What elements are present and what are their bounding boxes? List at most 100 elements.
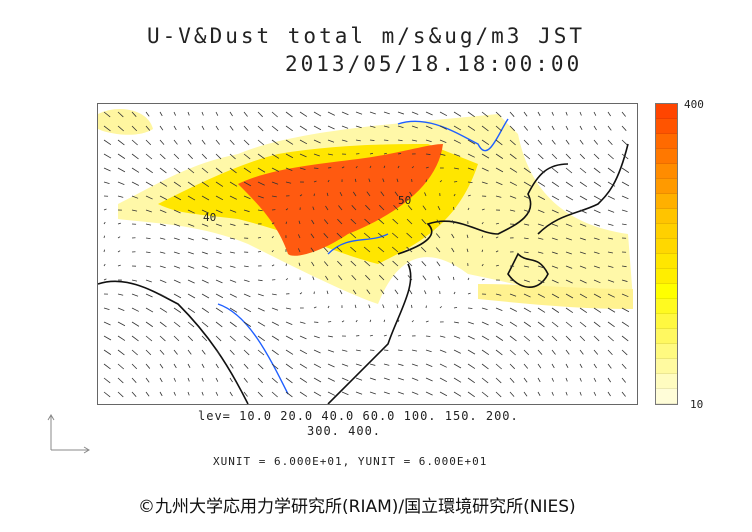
wind-arrow — [187, 195, 196, 201]
wind-arrow — [453, 391, 462, 397]
wind-arrow — [341, 363, 349, 367]
wind-arrow — [377, 232, 385, 239]
wind-arrow — [103, 278, 107, 281]
wind-arrow — [313, 363, 322, 369]
wind-arrow — [579, 307, 588, 314]
wind-arrow — [336, 232, 343, 239]
wind-arrow — [131, 293, 139, 297]
wind-arrow — [537, 181, 546, 187]
wind-arrow — [145, 349, 152, 356]
wind-arrow — [383, 391, 390, 395]
wind-arrow — [551, 153, 558, 160]
wind-arrow — [159, 363, 164, 369]
wind-arrow — [411, 391, 419, 395]
wind-arrow — [229, 363, 234, 369]
wind-arrow — [103, 221, 106, 225]
wind-arrow — [369, 319, 372, 323]
wind-arrow — [593, 307, 602, 313]
wind-arrow — [341, 349, 348, 352]
wind-arrow — [424, 192, 427, 197]
wind-arrow — [436, 219, 441, 225]
wind-arrow — [551, 125, 555, 131]
wind-arrow — [201, 363, 205, 369]
wind-arrow — [201, 139, 206, 145]
wind-arrow — [593, 251, 600, 254]
wind-arrow — [369, 377, 376, 381]
wind-arrow — [257, 209, 263, 212]
wind-arrow — [579, 125, 583, 131]
wind-arrow — [607, 251, 614, 254]
wind-arrow — [187, 321, 195, 328]
wind-arrow — [481, 363, 489, 370]
wind-arrow — [607, 111, 611, 117]
wind-arrow — [257, 139, 265, 146]
wind-arrow — [379, 204, 385, 211]
wind-arrow — [145, 391, 150, 397]
wind-arrow — [509, 335, 517, 342]
wind-arrow — [424, 290, 427, 295]
wind-arrow — [369, 165, 372, 169]
wind-arrow — [117, 377, 124, 384]
wind-arrow — [215, 195, 224, 201]
wind-arrow — [201, 209, 209, 214]
wind-arrow — [215, 237, 222, 241]
wind-arrow — [411, 111, 419, 115]
wind-arrow — [509, 111, 515, 117]
wind-arrow — [509, 209, 516, 212]
wind-arrow — [173, 223, 181, 227]
wind-arrow — [451, 233, 455, 239]
wind-arrow — [338, 275, 343, 281]
wind-arrow — [607, 321, 615, 328]
colorbar-swatch — [656, 104, 677, 119]
wind-arrow — [621, 307, 630, 313]
wind-arrow — [117, 167, 126, 173]
wind-arrow — [495, 293, 502, 296]
wind-arrow — [369, 391, 376, 395]
wind-arrow — [257, 153, 265, 160]
wind-arrow — [201, 181, 210, 188]
wind-arrow — [299, 194, 303, 197]
wind-arrow — [103, 307, 110, 310]
wind-arrow — [285, 278, 289, 281]
colorbar-swatch — [656, 359, 677, 374]
wind-arrow — [621, 265, 627, 268]
wind-arrow — [537, 153, 544, 160]
wind-arrow — [350, 260, 357, 267]
wind-arrow — [565, 349, 570, 355]
wind-arrow — [422, 205, 427, 211]
wind-arrow — [409, 191, 413, 197]
wind-arrow — [537, 335, 544, 342]
wind-arrow — [145, 265, 152, 268]
wind-arrow — [453, 321, 459, 324]
wind-arrow — [453, 335, 461, 339]
wind-arrow — [593, 237, 600, 241]
wind-arrow — [271, 250, 274, 253]
wind-arrow — [145, 237, 151, 240]
wind-arrow — [551, 377, 554, 382]
wind-arrow — [621, 335, 629, 342]
wind-arrow — [452, 276, 455, 281]
wind-arrow — [593, 195, 602, 201]
wind-arrow — [425, 179, 427, 183]
colorbar-swatch — [656, 119, 677, 134]
wind-arrow — [481, 263, 484, 267]
wind-arrow — [285, 377, 293, 384]
wind-arrow — [187, 349, 192, 355]
wind-arrow — [593, 223, 601, 227]
wind-arrow — [159, 111, 163, 117]
wind-arrow — [117, 236, 121, 239]
wind-arrow — [537, 279, 545, 283]
wind-arrow — [397, 377, 404, 381]
wind-arrow — [243, 335, 251, 342]
wind-arrow — [439, 349, 447, 353]
wind-arrow — [187, 307, 196, 314]
wind-arrow — [145, 377, 150, 383]
wind-arrow — [579, 377, 582, 382]
wind-arrow — [495, 153, 504, 159]
wind-arrow — [579, 153, 586, 160]
wind-arrow — [229, 307, 238, 313]
wind-arrow — [495, 125, 502, 132]
wind-arrow — [229, 237, 236, 240]
wind-arrow — [537, 195, 546, 200]
wind-arrow — [378, 274, 385, 281]
